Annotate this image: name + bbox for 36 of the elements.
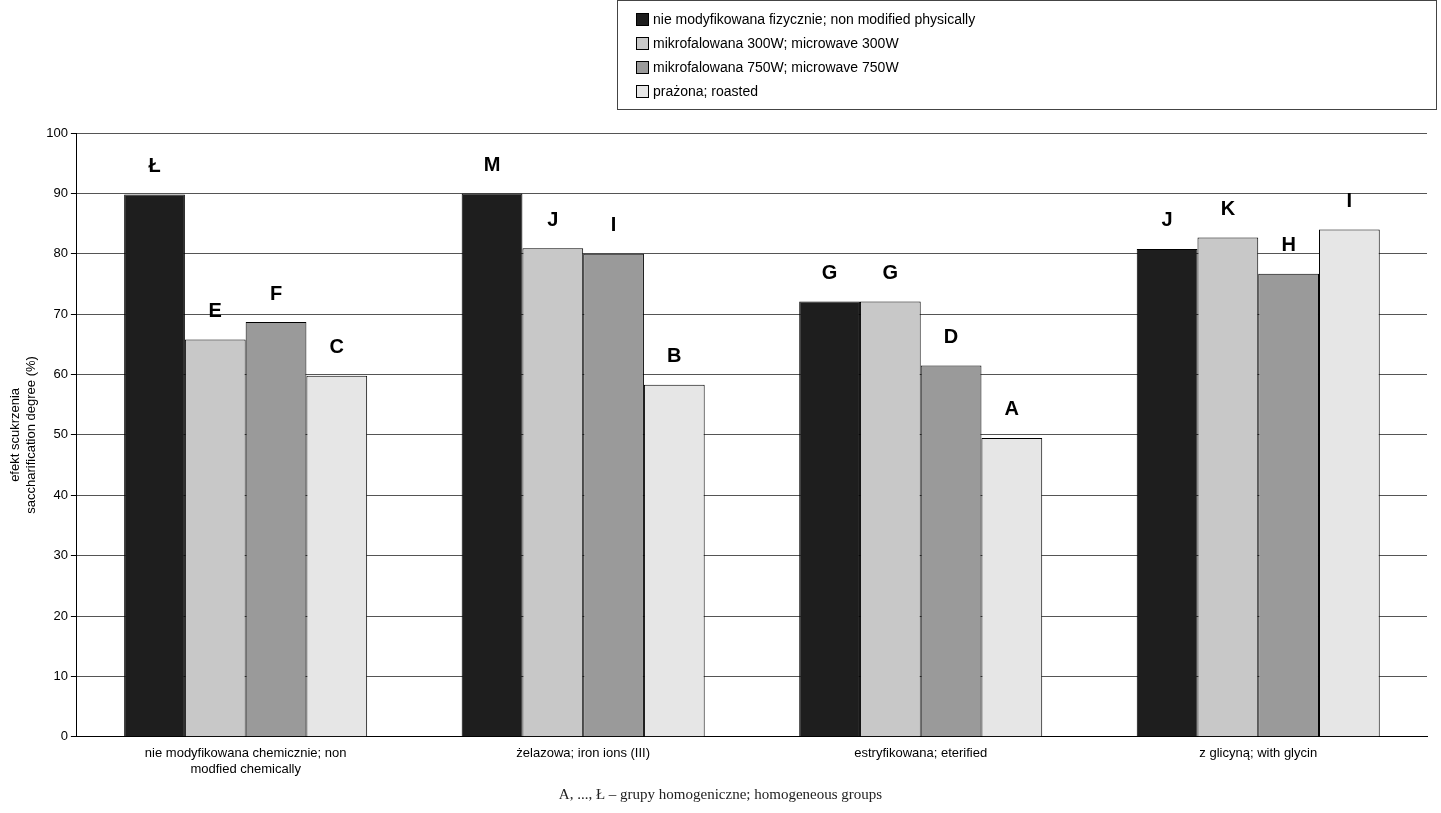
data-label: A bbox=[1004, 397, 1020, 420]
data-label: G bbox=[882, 260, 899, 283]
data-label: Ł bbox=[148, 154, 161, 177]
y-tick-label: 80 bbox=[53, 245, 68, 261]
y-tick-label: 90 bbox=[53, 184, 68, 200]
data-label: C bbox=[329, 335, 345, 358]
data-label: K bbox=[1220, 196, 1236, 219]
x-tick-label: żelazowa; iron ions (III) bbox=[516, 745, 651, 761]
data-label: I bbox=[1346, 189, 1353, 212]
data-label: M bbox=[483, 152, 501, 175]
data-label: J bbox=[547, 207, 559, 230]
x-tick-label: nie modyfikowana chemicznie; non modfied chemically bbox=[144, 745, 347, 776]
legend-label: mikrofalowana 750W; microwave 750W bbox=[653, 59, 899, 75]
y-tick-label: 30 bbox=[53, 547, 68, 563]
y-tick-label: 0 bbox=[60, 728, 68, 744]
y-tick-label: 20 bbox=[53, 607, 68, 623]
data-label: F bbox=[269, 281, 283, 304]
data-label: J bbox=[1161, 208, 1173, 231]
text: A, ..., Ł – grupy homogeniczne; homogeneous groups bbox=[557, 786, 884, 803]
data-label: H bbox=[1281, 233, 1296, 256]
y-tick-label: 10 bbox=[53, 668, 68, 683]
y-tick-label: 60 bbox=[53, 366, 68, 382]
data-label: B bbox=[667, 344, 682, 367]
legend-label: mikrofalowana 300W; microwave 300W bbox=[653, 35, 899, 51]
data-label: D bbox=[943, 324, 959, 347]
data-label: G bbox=[821, 260, 838, 283]
x-tick-label: z glicyną; with glycin bbox=[1199, 745, 1318, 761]
y-tick-label: 70 bbox=[53, 305, 68, 321]
y-axis-title: efekt scukrzenia saccharification degree (%) bbox=[7, 356, 38, 514]
y-tick-label: 100 bbox=[46, 124, 68, 140]
y-tick-label: 50 bbox=[53, 426, 68, 442]
x-tick-label: estryfikowana; eterified bbox=[854, 745, 988, 761]
legend-label: prażona; roasted bbox=[653, 83, 759, 99]
data-label: I bbox=[610, 213, 617, 236]
y-tick-label: 40 bbox=[53, 486, 68, 502]
legend-label: nie modyfikowana fizycznie; non modified physically bbox=[653, 11, 976, 27]
